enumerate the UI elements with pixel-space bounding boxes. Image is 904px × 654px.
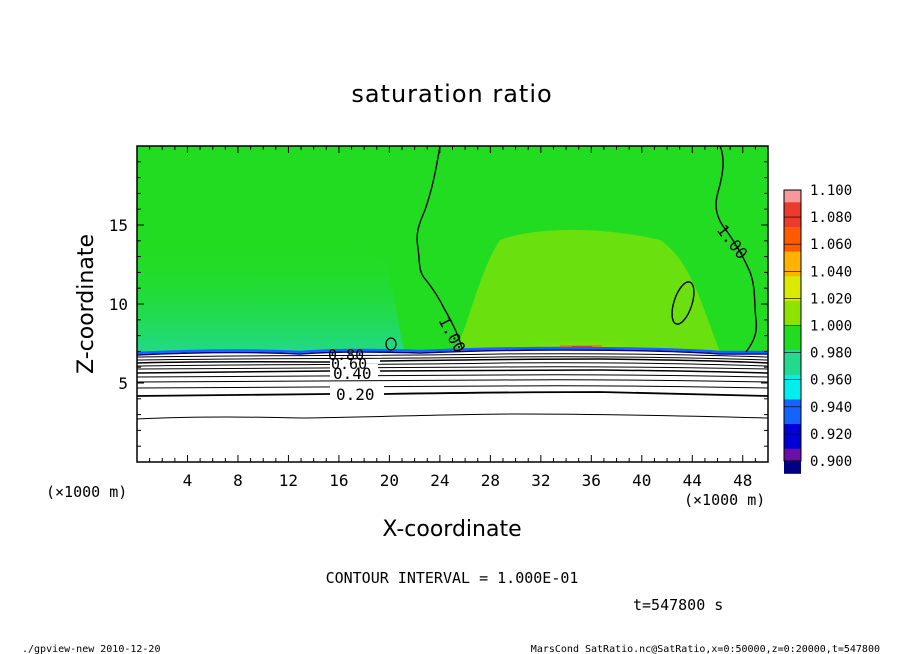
colorbar-label: 1.080 <box>810 210 852 226</box>
label-bg-040 <box>330 364 378 380</box>
field-region-right <box>455 229 720 352</box>
contour-1-00-center <box>416 146 463 349</box>
x-tick-label: 32 <box>531 471 550 490</box>
label-bg-020 <box>330 386 384 402</box>
contour-1-00-right <box>715 146 758 353</box>
colorbar-label: 0.900 <box>810 454 852 470</box>
boundary-dark <box>137 349 768 356</box>
contour-label-0-60: 0.60 <box>331 355 367 373</box>
contour-label-0-20: 0.20 <box>336 385 375 404</box>
colorbar-label: 1.040 <box>810 264 852 280</box>
colorbar-swatch <box>784 448 801 462</box>
y-tick-label: 15 <box>109 216 128 235</box>
x-tick-label: 40 <box>632 471 651 490</box>
x-axis-label: X-coordinate <box>382 517 521 542</box>
colorbar-swatch <box>784 399 801 425</box>
colorbar-swatch <box>784 251 801 277</box>
x-tick-label: 28 <box>481 471 500 490</box>
x-axis: 4 8 12 16 20 24 28 32 36 40 44 48 <box>149 146 756 490</box>
x-tick-label: 4 <box>183 471 193 490</box>
x-tick-label: 8 <box>233 471 243 490</box>
chart-title: saturation ratio <box>351 80 552 108</box>
colorbar-swatch <box>784 202 801 228</box>
x-tick-label: 44 <box>683 471 702 490</box>
contour-lines-lower <box>137 353 768 420</box>
colorbar-label: 1.100 <box>810 183 852 199</box>
colorbar: 1.100 1.080 1.060 1.040 1.020 1.000 0.980 0.960… <box>783 183 852 474</box>
colorbar-swatch <box>784 300 801 326</box>
colorbar-swatch <box>784 350 801 376</box>
colorbar-swatch <box>784 424 801 450</box>
colorbar-label: 0.920 <box>810 427 852 443</box>
colorbar-swatch <box>784 325 801 351</box>
colorbar-swatch <box>784 276 801 302</box>
colorbar-swatch <box>784 226 801 253</box>
boundary-blue <box>137 346 768 355</box>
y-axis-label: Z-coordinate <box>74 234 99 374</box>
footer-right: MarsCond_SatRatio.nc@SatRatio,x=0:50000,… <box>531 644 880 654</box>
y-tick-label: 5 <box>118 374 128 393</box>
colorbar-label: 1.020 <box>810 291 852 307</box>
x-tick-label: 24 <box>430 471 449 490</box>
field-region-left <box>137 239 405 352</box>
colorbar-label: 1.000 <box>810 319 852 335</box>
contour-closed-right <box>671 281 695 325</box>
contour-interval: CONTOUR INTERVAL = 1.000E-01 <box>326 569 579 587</box>
footer-left: ./gpview-new 2010-12-20 <box>22 644 160 654</box>
colorbar-swatch <box>784 374 801 400</box>
colorbar-label: 0.960 <box>810 373 852 389</box>
x-tick-label: 36 <box>582 471 601 490</box>
x-tick-label: 48 <box>733 471 752 490</box>
y-tick-label: 10 <box>109 295 128 314</box>
x-unit-left: (×1000 m) <box>46 483 127 501</box>
x-tick-label: 16 <box>329 471 348 490</box>
x-tick-label: 20 <box>380 471 399 490</box>
colorbar-swatch <box>784 190 801 203</box>
contour-label-0-80: 0.80 <box>328 346 364 364</box>
x-tick-label: 12 <box>279 471 298 490</box>
contour-label-0-40: 0.40 <box>333 364 372 383</box>
x-unit-right: (×1000 m) <box>684 491 765 509</box>
colorbar-label: 1.060 <box>810 237 852 253</box>
contour-closed-small <box>385 337 397 351</box>
colorbar-label: 0.940 <box>810 400 852 416</box>
y-axis: 5 10 15 <box>109 161 768 447</box>
time-label: t=547800 s <box>633 596 723 614</box>
plot-area <box>137 146 768 462</box>
colorbar-label: 0.980 <box>810 346 852 362</box>
